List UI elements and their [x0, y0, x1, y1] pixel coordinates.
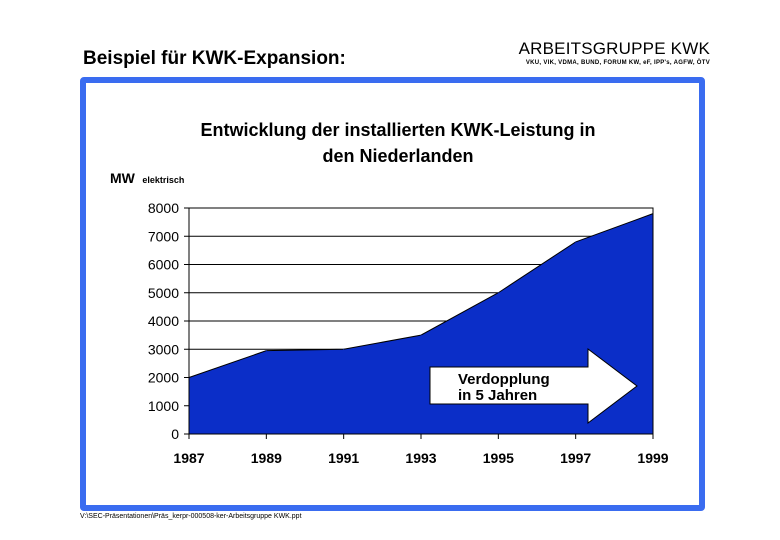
- y-tick-label: 8000: [148, 200, 179, 216]
- x-tick-label: 1995: [483, 450, 514, 466]
- x-tick-labels: 1987 1989 1991 1993 1995 1997 1999: [173, 450, 668, 466]
- y-tick-labels: 0 1000 2000 3000 4000 5000 6000 7000 8000: [148, 200, 179, 442]
- annotation-text-line-1: Verdopplung: [458, 371, 550, 388]
- chart-title-line-1: Entwicklung der installierten KWK-Leistu…: [200, 120, 595, 140]
- y-tick-label: 5000: [148, 285, 179, 301]
- y-tick-label: 7000: [148, 228, 179, 244]
- y-axis-label-sub: elektrisch: [142, 175, 184, 185]
- org-title: ARBEITSGRUPPE KWK: [518, 39, 710, 58]
- data-point: [343, 348, 345, 350]
- x-tick-label: 1989: [251, 450, 282, 466]
- x-tick-label: 1991: [328, 450, 359, 466]
- footer-file-path: V:\SEC-Präsentationen\Präs_kerpr-000508-…: [80, 513, 302, 520]
- y-axis-label-main: MW: [110, 170, 136, 186]
- x-tick-label: 1993: [405, 450, 436, 466]
- annotation-text-line-2: in 5 Jahren: [458, 387, 537, 404]
- x-tick-label: 1987: [173, 450, 204, 466]
- data-point: [575, 241, 577, 243]
- data-point: [420, 334, 422, 336]
- data-point: [497, 292, 499, 294]
- x-tick-label: 1999: [637, 450, 668, 466]
- org-members: VKU, VIK, VDMA, BUND, FORUM KW, eF, IPP'…: [525, 60, 710, 66]
- y-axis-label: MW elektrisch: [110, 170, 184, 187]
- annotation-arrow: [429, 347, 638, 425]
- y-tick-label: 0: [171, 426, 179, 442]
- y-tick-label: 1000: [148, 398, 179, 414]
- page-title: Beispiel für KWK-Expansion:: [83, 48, 346, 69]
- data-point: [265, 350, 267, 352]
- annotation-callout: Verdopplung in 5 Jahren: [429, 347, 638, 425]
- y-tick-label: 4000: [148, 313, 179, 329]
- x-tick-label: 1997: [560, 450, 591, 466]
- y-tick-label: 3000: [148, 341, 179, 357]
- y-tick-label: 6000: [148, 257, 179, 273]
- axes: [184, 207, 654, 439]
- y-tick-label: 2000: [148, 370, 179, 386]
- chart-title-line-2: den Niederlanden: [322, 146, 473, 166]
